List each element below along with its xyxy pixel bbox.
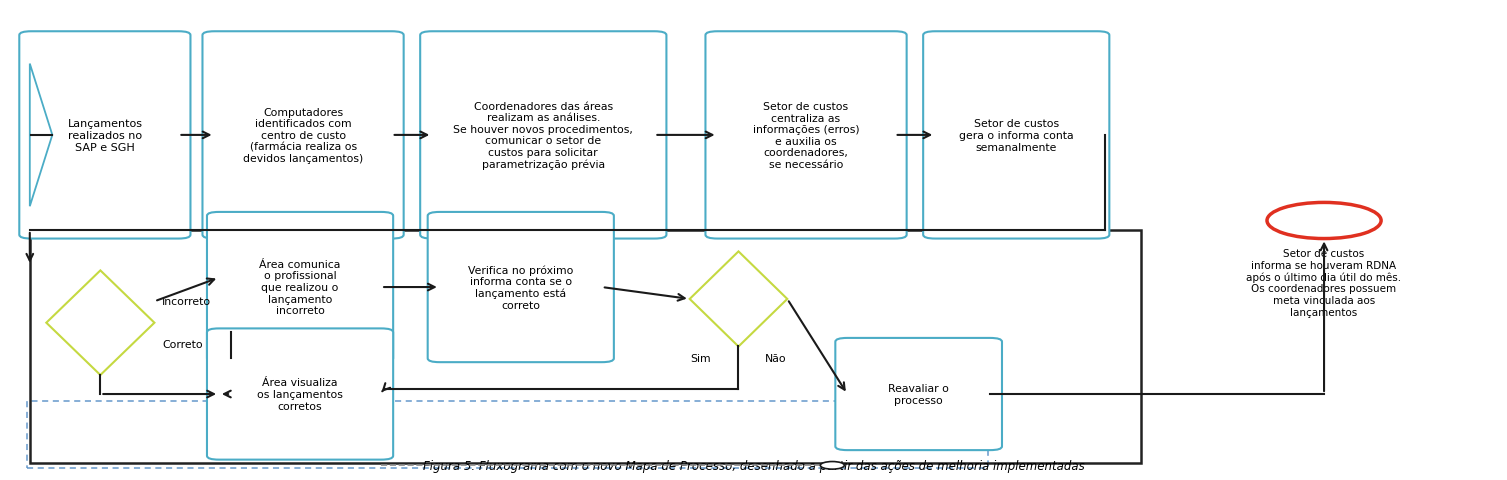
FancyBboxPatch shape	[924, 32, 1109, 239]
Text: Figura 5. Fluxograma com o novo Mapa de Processo, desenhado a partir das ações d: Figura 5. Fluxograma com o novo Mapa de …	[422, 459, 1085, 472]
Text: Coordenadores das áreas
realizam as análises.
Se houver novos procedimentos,
com: Coordenadores das áreas realizam as anál…	[454, 101, 633, 170]
FancyBboxPatch shape	[20, 32, 190, 239]
Polygon shape	[47, 271, 154, 375]
Circle shape	[1267, 203, 1380, 239]
FancyBboxPatch shape	[202, 32, 404, 239]
Polygon shape	[30, 64, 53, 207]
Polygon shape	[690, 252, 787, 347]
Text: Lançamentos
realizados no
SAP e SGH: Lançamentos realizados no SAP e SGH	[68, 119, 142, 152]
Text: Correto: Correto	[161, 339, 202, 349]
Text: Setor de custos
centraliza as
informações (erros)
e auxilia os
coordenadores,
se: Setor de custos centraliza as informaçõe…	[752, 102, 859, 169]
Text: Não: Não	[766, 354, 787, 364]
Text: Sim: Sim	[690, 354, 711, 364]
Text: Área comunica
o profissional
que realizou o
lançamento
incorreto: Área comunica o profissional que realizo…	[259, 259, 341, 315]
FancyBboxPatch shape	[705, 32, 907, 239]
FancyBboxPatch shape	[428, 213, 613, 362]
Text: Incorreto: Incorreto	[161, 297, 211, 307]
FancyBboxPatch shape	[835, 338, 1002, 450]
Text: Computadores
identificados com
centro de custo
(farmácia realiza os
devidos lanç: Computadores identificados com centro de…	[243, 108, 363, 164]
FancyBboxPatch shape	[206, 213, 393, 362]
Text: Verifica no próximo
informa conta se o
lançamento está
correto: Verifica no próximo informa conta se o l…	[469, 264, 574, 311]
FancyBboxPatch shape	[206, 329, 393, 460]
Text: Setor de custos
informa se houveram RDNA
após o último dia útil do mês.
Os coord: Setor de custos informa se houveram RDNA…	[1246, 249, 1402, 317]
Text: Reavaliar o
processo: Reavaliar o processo	[888, 384, 949, 405]
FancyBboxPatch shape	[420, 32, 666, 239]
Text: Área visualiza
os lançamentos
corretos: Área visualiza os lançamentos corretos	[258, 378, 344, 411]
Text: Setor de custos
gera o informa conta
semanalmente: Setor de custos gera o informa conta sem…	[958, 119, 1073, 152]
Circle shape	[820, 462, 844, 469]
